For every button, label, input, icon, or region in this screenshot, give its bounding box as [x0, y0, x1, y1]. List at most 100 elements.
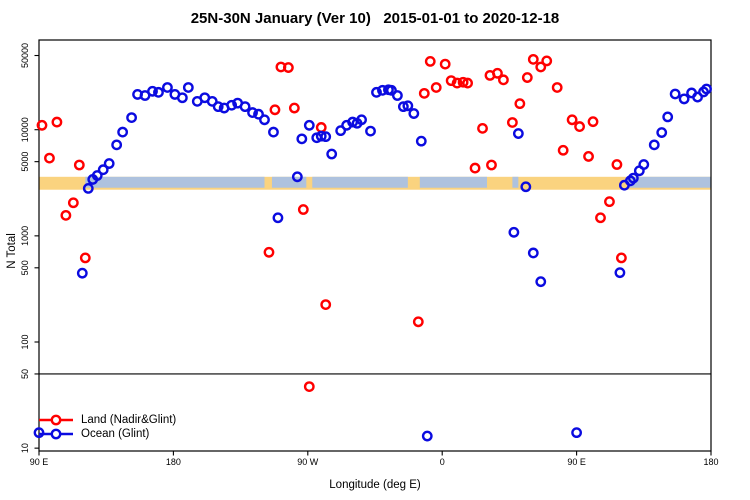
ocean-data-point	[535, 276, 547, 288]
land-data-point	[566, 114, 578, 126]
ocean-data-point	[259, 114, 270, 126]
y-tick-label: 500	[20, 260, 30, 275]
land-data-point	[288, 102, 300, 114]
ocean-data-point	[520, 181, 532, 193]
x-tick-label: 0	[440, 457, 445, 467]
ocean-data-point	[512, 128, 524, 139]
ocean-longitude-band	[512, 176, 519, 188]
land-data-point	[269, 104, 281, 116]
ocean-data-point	[415, 135, 427, 147]
legend: Land (Nadir&Glint) Ocean (Glint)	[39, 413, 176, 441]
y-tick-label: 10000	[20, 117, 30, 142]
ocean-longitude-band	[312, 176, 408, 188]
plot-border	[38, 39, 712, 452]
land-data-point	[492, 67, 503, 79]
x-tick-label: 180	[166, 457, 181, 467]
land-data-point	[462, 77, 473, 89]
ocean-data-point	[662, 111, 674, 123]
legend-label-land: Land (Nadir&Glint)	[81, 414, 177, 426]
land-data-point	[477, 122, 488, 134]
ocean-data-point	[226, 99, 238, 111]
land-data-point	[574, 121, 585, 132]
land-data-point	[535, 61, 547, 73]
ocean-data-point	[206, 95, 218, 107]
land-data-point	[527, 53, 539, 65]
ocean-data-point	[126, 112, 137, 124]
ocean-data-point	[335, 125, 347, 137]
ocean-data-point	[182, 82, 194, 93]
ocean-data-point	[701, 83, 712, 95]
chart-title: 25N-30N January (Ver 10) 2015-01-01 to 2…	[190, 10, 560, 27]
ocean-data-point	[296, 133, 308, 145]
land-data-point	[451, 77, 463, 89]
ocean-data-point	[162, 82, 173, 93]
land-data-point	[303, 381, 315, 393]
ocean-data-point	[97, 164, 109, 176]
land-data-point	[486, 159, 497, 171]
y-tick-label: 1000	[20, 226, 30, 246]
land-data-point	[521, 72, 533, 83]
land-data-point	[44, 152, 55, 164]
land-data-point	[424, 56, 436, 67]
y-tick-label: 50000	[20, 43, 30, 68]
land-data-point	[498, 74, 509, 86]
ocean-data-point	[291, 171, 303, 183]
y-tick-label: 10	[20, 443, 30, 453]
ocean-data-point	[315, 130, 327, 142]
x-axis-title: Longitude (deg E)	[329, 479, 421, 491]
land-data-point	[469, 162, 481, 174]
x-tick-label: 90 E	[30, 457, 49, 467]
land-legend-marker	[39, 414, 73, 426]
land-data-point	[457, 76, 469, 88]
land-data-point	[551, 82, 563, 93]
ocean-data-point	[402, 100, 414, 112]
ocean-data-point	[397, 101, 409, 113]
y-tick-label: 50	[20, 369, 30, 379]
ocean-data-point	[656, 127, 668, 138]
ocean-data-point	[103, 158, 115, 169]
land-data-point	[541, 55, 553, 67]
land-data-point	[282, 62, 294, 73]
land-data-point	[430, 82, 442, 93]
land-data-point	[79, 252, 91, 264]
x-tick-label: 180	[703, 457, 718, 467]
land-data-point	[418, 87, 430, 99]
legend-label-ocean: Ocean (Glint)	[81, 428, 150, 440]
land-data-point	[439, 58, 451, 70]
ocean-data-point	[678, 93, 690, 105]
ocean-data-point	[669, 88, 681, 100]
land-data-point	[412, 316, 424, 328]
ocean-data-point	[147, 85, 158, 97]
ocean-data-point	[692, 91, 703, 103]
land-data-point	[514, 98, 526, 110]
ocean-data-point	[648, 139, 660, 151]
land-data-point	[320, 299, 332, 311]
x-tick-label: 90 E	[567, 457, 586, 467]
land-data-point	[315, 122, 327, 133]
land-data-point	[445, 75, 457, 87]
ocean-data-point	[117, 126, 129, 138]
y-tick-label: 5000	[20, 152, 30, 172]
legend-item-land: Land (Nadir&Glint)	[39, 413, 176, 427]
land-data-point	[616, 252, 627, 264]
ocean-data-point	[326, 148, 338, 160]
land-data-point	[51, 116, 63, 128]
ocean-data-point	[153, 86, 164, 98]
y-tick-label: 100	[20, 334, 30, 349]
ocean-longitude-band	[627, 176, 711, 188]
land-data-point	[506, 117, 518, 128]
land-data-point	[263, 246, 275, 258]
ocean-longitude-band	[85, 176, 265, 188]
ocean-data-point	[408, 108, 420, 119]
legend-item-ocean: Ocean (Glint)	[39, 427, 176, 441]
land-data-point	[297, 204, 309, 215]
ocean-data-point	[91, 170, 103, 181]
land-data-point	[36, 119, 48, 131]
ocean-data-point	[253, 108, 264, 120]
ocean-data-point	[614, 267, 626, 279]
land-data-point	[611, 159, 623, 170]
ocean-data-point	[320, 131, 332, 143]
ocean-data-point	[638, 159, 650, 170]
ocean-longitude-band	[419, 176, 487, 188]
